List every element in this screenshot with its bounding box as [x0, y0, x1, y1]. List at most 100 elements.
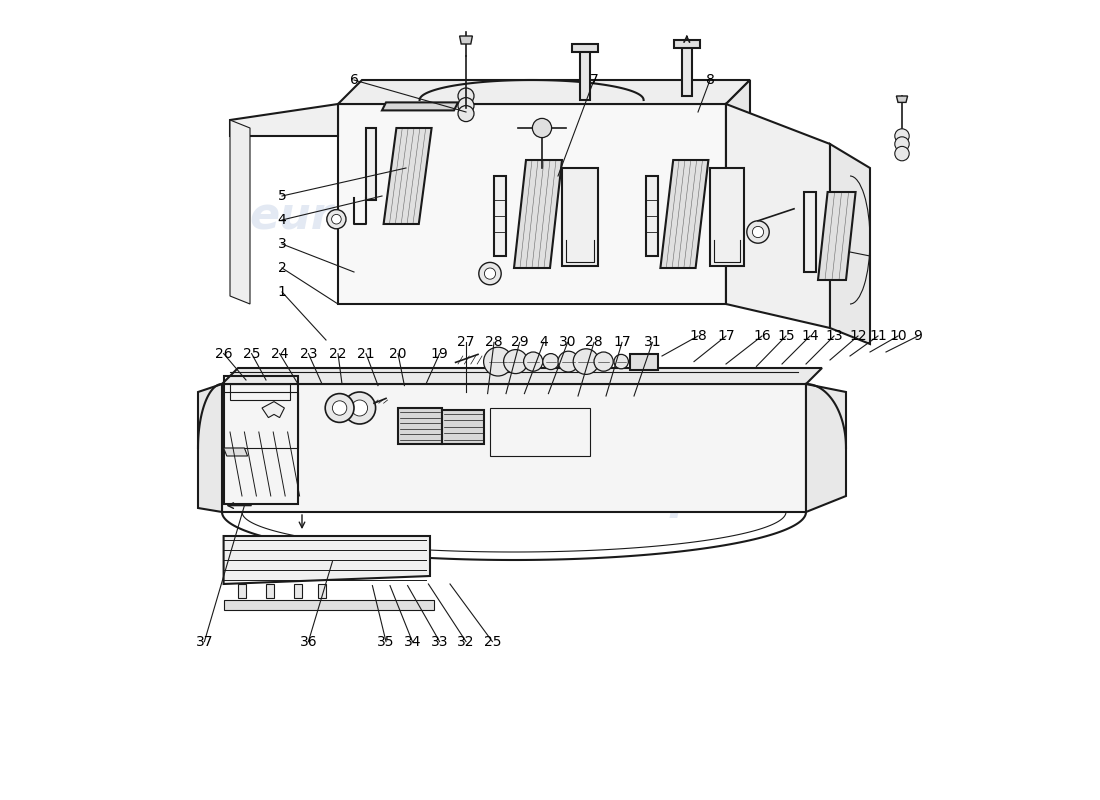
Text: 6: 6	[350, 73, 359, 87]
Circle shape	[326, 394, 354, 422]
Polygon shape	[646, 176, 658, 256]
Circle shape	[458, 98, 474, 114]
Text: 11: 11	[869, 329, 887, 343]
Text: 22: 22	[329, 346, 346, 361]
Text: 4: 4	[539, 335, 548, 350]
Polygon shape	[384, 128, 431, 224]
Circle shape	[331, 214, 341, 224]
Text: eurospares: eurospares	[250, 194, 530, 238]
Text: 15: 15	[778, 329, 795, 343]
Polygon shape	[896, 96, 907, 102]
Circle shape	[343, 392, 375, 424]
Text: 37: 37	[196, 634, 213, 649]
Text: 28: 28	[485, 335, 503, 350]
Circle shape	[458, 88, 474, 104]
Circle shape	[894, 146, 910, 161]
Polygon shape	[222, 368, 822, 384]
Circle shape	[573, 349, 598, 374]
Polygon shape	[223, 536, 430, 584]
Circle shape	[478, 262, 502, 285]
Text: 2: 2	[277, 261, 286, 275]
Polygon shape	[514, 160, 562, 268]
Text: 5: 5	[277, 189, 286, 203]
Circle shape	[504, 350, 528, 374]
Text: 25: 25	[484, 634, 502, 649]
Polygon shape	[338, 104, 726, 304]
Text: 25: 25	[243, 346, 261, 361]
Text: eurospares: eurospares	[529, 194, 811, 238]
Circle shape	[894, 137, 910, 151]
Polygon shape	[382, 102, 458, 110]
Text: 9: 9	[914, 329, 923, 343]
Polygon shape	[660, 160, 708, 268]
Text: 23: 23	[299, 346, 317, 361]
Text: 28: 28	[585, 335, 603, 350]
Polygon shape	[294, 584, 302, 598]
Circle shape	[614, 354, 628, 369]
Circle shape	[542, 354, 559, 370]
Circle shape	[484, 268, 496, 279]
Polygon shape	[338, 80, 750, 104]
Text: 24: 24	[271, 346, 288, 361]
Circle shape	[484, 347, 513, 376]
Text: 8: 8	[705, 73, 714, 87]
Polygon shape	[682, 42, 692, 96]
Text: 32: 32	[458, 634, 475, 649]
Circle shape	[327, 210, 346, 229]
Text: 33: 33	[431, 634, 449, 649]
Polygon shape	[223, 600, 434, 610]
Circle shape	[594, 352, 613, 371]
Polygon shape	[830, 144, 870, 344]
Circle shape	[332, 401, 346, 415]
Text: 19: 19	[431, 346, 449, 361]
Text: 17: 17	[613, 335, 630, 350]
Text: 27: 27	[458, 335, 475, 350]
Polygon shape	[230, 120, 250, 304]
Circle shape	[532, 118, 551, 138]
Polygon shape	[442, 410, 484, 444]
Polygon shape	[460, 36, 472, 44]
Text: 3: 3	[277, 237, 286, 251]
Polygon shape	[726, 104, 830, 328]
Polygon shape	[198, 384, 222, 512]
Polygon shape	[366, 128, 375, 200]
Polygon shape	[572, 44, 598, 52]
Text: 31: 31	[644, 335, 661, 350]
Text: 12: 12	[849, 329, 867, 343]
Circle shape	[558, 351, 579, 372]
Polygon shape	[674, 40, 700, 48]
Text: 7: 7	[590, 73, 598, 87]
Circle shape	[458, 106, 474, 122]
Text: 1: 1	[277, 285, 286, 299]
Polygon shape	[262, 402, 285, 418]
Polygon shape	[562, 168, 598, 266]
Text: 4: 4	[277, 213, 286, 227]
Polygon shape	[318, 584, 326, 598]
Polygon shape	[630, 354, 658, 370]
Text: 13: 13	[825, 329, 843, 343]
Text: 35: 35	[377, 634, 395, 649]
Polygon shape	[726, 80, 750, 304]
Text: 29: 29	[510, 335, 528, 350]
Polygon shape	[398, 408, 442, 444]
Text: 20: 20	[389, 346, 407, 361]
Text: 18: 18	[689, 329, 707, 343]
Text: 30: 30	[559, 335, 576, 350]
Circle shape	[524, 352, 542, 371]
Circle shape	[352, 400, 367, 416]
Text: 10: 10	[889, 329, 906, 343]
Polygon shape	[806, 384, 846, 512]
Text: 16: 16	[754, 329, 771, 343]
Text: 26: 26	[214, 346, 232, 361]
Polygon shape	[494, 176, 506, 256]
Polygon shape	[223, 448, 248, 456]
Polygon shape	[818, 192, 856, 280]
Text: 17: 17	[717, 329, 735, 343]
Text: eurospares: eurospares	[529, 474, 811, 518]
Polygon shape	[804, 192, 815, 272]
Circle shape	[894, 129, 910, 143]
Text: 14: 14	[801, 329, 818, 343]
Text: 36: 36	[299, 634, 317, 649]
Text: 21: 21	[358, 346, 375, 361]
Circle shape	[752, 226, 763, 238]
